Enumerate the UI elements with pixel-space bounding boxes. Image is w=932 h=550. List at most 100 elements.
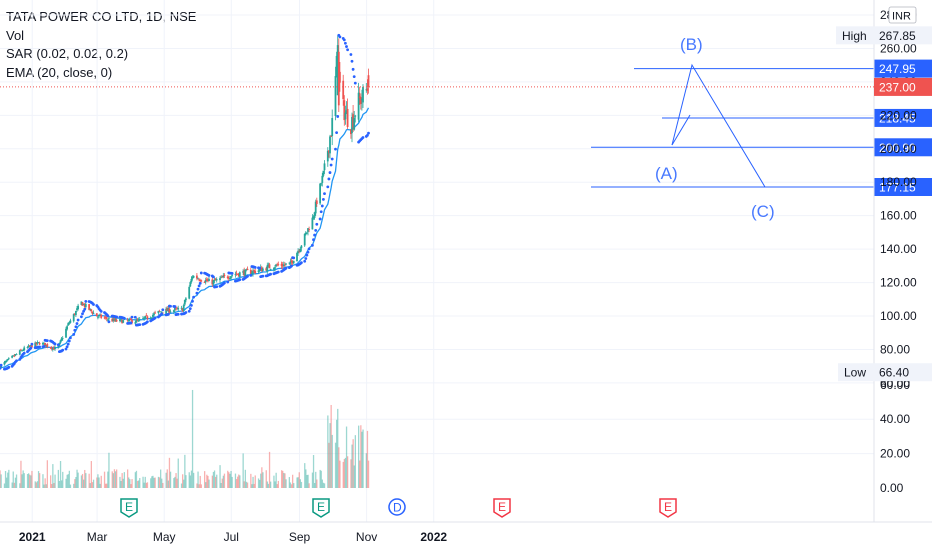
candle-body <box>66 326 68 330</box>
sar-dot <box>303 259 307 263</box>
earnings-marker[interactable] <box>493 498 511 518</box>
symbol-title[interactable]: TATA POWER CO LTD, 1D, NSE <box>6 9 197 24</box>
candle-body <box>99 314 101 316</box>
volume-bar <box>306 474 308 488</box>
candle-body <box>351 116 353 134</box>
level-tag-text: 177.15 <box>879 181 916 195</box>
sar-dot <box>133 315 137 319</box>
candle-body <box>145 315 148 317</box>
volume-bar <box>321 479 323 488</box>
candle-body <box>197 278 199 280</box>
volume-bar <box>257 478 260 488</box>
volume-bar <box>68 470 70 488</box>
high-label-box <box>836 26 874 45</box>
time-axis[interactable]: 2021 Mar May Jul Sep Nov 2022 <box>0 521 932 544</box>
earnings-marker[interactable] <box>659 498 677 518</box>
candle-body <box>97 316 99 318</box>
currency-badge[interactable] <box>888 6 917 24</box>
candle-body <box>330 136 332 138</box>
volume-bar <box>168 457 171 488</box>
candle-body <box>300 245 303 249</box>
candle-body <box>180 307 183 309</box>
candle-body <box>75 310 77 316</box>
candle-body <box>43 342 45 344</box>
candle-body <box>320 183 323 185</box>
price-tick-label: 160.00 <box>880 209 917 223</box>
candle-body <box>237 273 240 277</box>
candle-body <box>334 76 337 116</box>
level-tag-text: 200.90 <box>879 141 916 155</box>
candle-body <box>288 262 291 264</box>
candle-body <box>238 272 241 277</box>
high-label: High <box>842 29 867 43</box>
last-price-tag[interactable] <box>874 77 932 96</box>
volume-bar <box>298 472 300 488</box>
volume-bar <box>28 473 30 488</box>
candle-body <box>311 217 314 230</box>
sar-dot <box>304 257 308 260</box>
volume-bar <box>223 473 226 488</box>
volume-bar <box>300 481 303 488</box>
volume-bar <box>121 473 123 488</box>
wave-abc-line[interactable] <box>671 63 766 188</box>
volume-bar <box>292 474 294 488</box>
earnings-marker[interactable] <box>312 498 330 518</box>
candle-body <box>23 347 26 351</box>
volume-bar <box>334 442 337 488</box>
sar-dot <box>223 281 226 285</box>
volume-bar <box>69 484 72 488</box>
candle-body <box>312 216 315 219</box>
earnings-marker-label: E <box>498 500 506 514</box>
ema-polyline <box>0 107 370 369</box>
candle-body <box>281 264 284 267</box>
price-axis[interactable]: 60.00 80.00 100.00 120.00 140.00 160.00 180.00… <box>0 0 932 522</box>
volume-bar <box>57 469 59 488</box>
sar-dot <box>344 41 347 45</box>
sar-dot <box>307 247 311 251</box>
volume-indicator-label[interactable]: Vol <box>6 27 25 43</box>
volume-bar <box>29 474 31 488</box>
dividend-marker[interactable] <box>388 498 406 516</box>
sar-dot <box>64 347 68 351</box>
candle-body <box>222 275 225 278</box>
horizontal-levels[interactable]: 247.95 218.45 200.90 177.15 <box>591 59 932 196</box>
sar-dot <box>345 45 348 48</box>
volume-bar <box>261 467 263 488</box>
candle-body <box>98 315 100 317</box>
sar-dot <box>328 171 332 174</box>
wave-drawing[interactable]: (A) (B) (C) <box>655 35 775 221</box>
candle-body <box>69 320 72 323</box>
sar-dot <box>166 312 170 316</box>
volume-bar <box>227 470 229 488</box>
volume-bar <box>161 478 163 488</box>
candle-body <box>292 260 295 264</box>
ema-line <box>0 107 370 369</box>
candle-body <box>176 308 178 310</box>
sar-dot <box>326 185 330 189</box>
volume-bar <box>54 474 56 488</box>
candle-body <box>22 350 24 351</box>
price-tick-label: 180.00 <box>880 175 917 189</box>
candle-body <box>31 345 33 348</box>
candle-body <box>27 345 30 348</box>
volume-bar <box>274 481 276 488</box>
volume-bar <box>152 475 154 488</box>
volume-bar <box>92 479 95 488</box>
candle-body <box>46 344 49 347</box>
volume-bar <box>354 435 356 488</box>
earnings-marker[interactable] <box>120 498 138 518</box>
candle-body <box>44 342 46 347</box>
sar-dot <box>0 363 3 367</box>
volume-bar <box>173 478 175 488</box>
wave-a-line[interactable] <box>671 114 691 146</box>
time-tick-label: 2021 <box>19 530 46 544</box>
candle-body <box>142 318 144 319</box>
level-tag <box>874 178 932 196</box>
candle-body <box>221 276 224 278</box>
volume-bar <box>6 477 8 488</box>
candle-body <box>68 322 71 324</box>
candle-body <box>12 355 15 357</box>
candle-body <box>11 355 13 358</box>
